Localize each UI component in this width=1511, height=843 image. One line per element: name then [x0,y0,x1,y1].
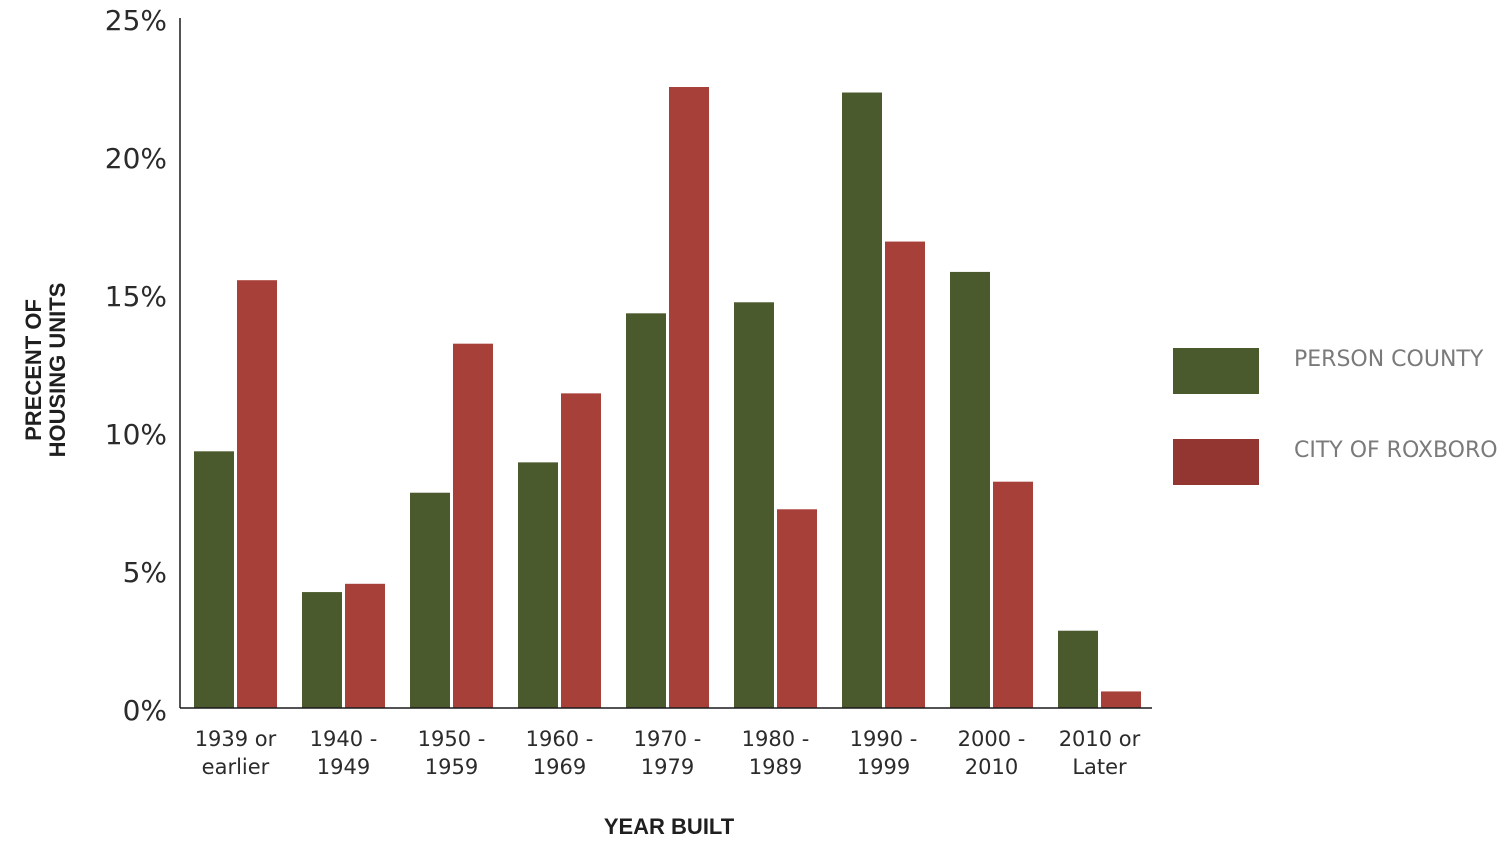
y-tick-label: 0% [123,694,167,727]
y-axis-title: PRECENT OF HOUSING UNITS [21,283,70,458]
y-tick-label: 25% [105,4,167,37]
legend-swatch-person-county [1173,348,1259,394]
x-category-label: earlier [202,755,270,779]
bar-person-county-1939-or-earlier [194,451,234,708]
x-category-label: 1970 - [634,727,702,751]
bar-city-of-roxboro-1970-1979 [669,87,709,708]
bar-city-of-roxboro-1980-1989 [777,509,817,708]
y-tick-label: 5% [123,556,167,589]
legend-label-person-county: PERSON COUNTY [1294,347,1484,372]
y-axis-title-line-1: PRECENT OF [21,299,46,441]
bars-layer [194,87,1141,708]
bar-person-county-1950-1959 [410,492,450,708]
x-category-label: 1969 [533,755,586,779]
x-category-label: 1939 or [195,727,277,751]
bar-person-county-1970-1979 [626,313,666,708]
x-category-label: 1940 - [310,727,378,751]
bar-person-county-2010-or-later [1058,630,1098,708]
x-category-label: 1979 [641,755,694,779]
x-category-label: 1959 [425,755,478,779]
legend: PERSON COUNTY CITY OF ROXBORO [1173,347,1498,485]
bar-city-of-roxboro-2000-2010 [993,481,1033,708]
bar-person-county-1960-1969 [518,462,558,708]
x-category-label: Later [1072,755,1127,779]
bar-city-of-roxboro-1950-1959 [453,343,493,708]
bar-city-of-roxboro-1940-1949 [345,583,385,708]
x-category-label: 2010 or [1059,727,1141,751]
y-tick-layer: 0% 5% 10% 15% 20% 25% [105,4,167,727]
bar-city-of-roxboro-1990-1999 [885,241,925,708]
x-category-label: 1989 [749,755,802,779]
x-category-label: 1949 [317,755,370,779]
axes-layer [179,18,1152,709]
bar-city-of-roxboro-2010-or-later [1101,691,1141,708]
y-tick-label: 15% [105,280,167,313]
bar-person-county-2000-2010 [950,271,990,708]
bar-person-county-1990-1999 [842,92,882,708]
x-category-label: 2000 - [958,727,1026,751]
bar-city-of-roxboro-1960-1969 [561,393,601,708]
x-category-label: 1960 - [526,727,594,751]
y-axis-title-line-2: HOUSING UNITS [45,283,70,458]
x-category-layer: 1939 or earlier 1940 - 1949 1950 - 1959 1960 -… [195,727,1141,779]
legend-swatch-city-of-roxboro [1173,439,1259,485]
x-category-label: 1999 [857,755,910,779]
y-tick-label: 10% [105,418,167,451]
x-category-label: 1990 - [850,727,918,751]
bar-person-county-1980-1989 [734,302,774,708]
x-category-label: 1980 - [742,727,810,751]
bar-person-county-1940-1949 [302,592,342,708]
x-axis-title: YEAR BUILT [604,814,735,838]
x-category-label: 1950 - [418,727,486,751]
x-category-label: 2010 [965,755,1018,779]
bar-city-of-roxboro-1939-or-earlier [237,280,277,708]
y-tick-label: 20% [105,142,167,175]
legend-label-city-of-roxboro: CITY OF ROXBORO [1294,438,1498,463]
